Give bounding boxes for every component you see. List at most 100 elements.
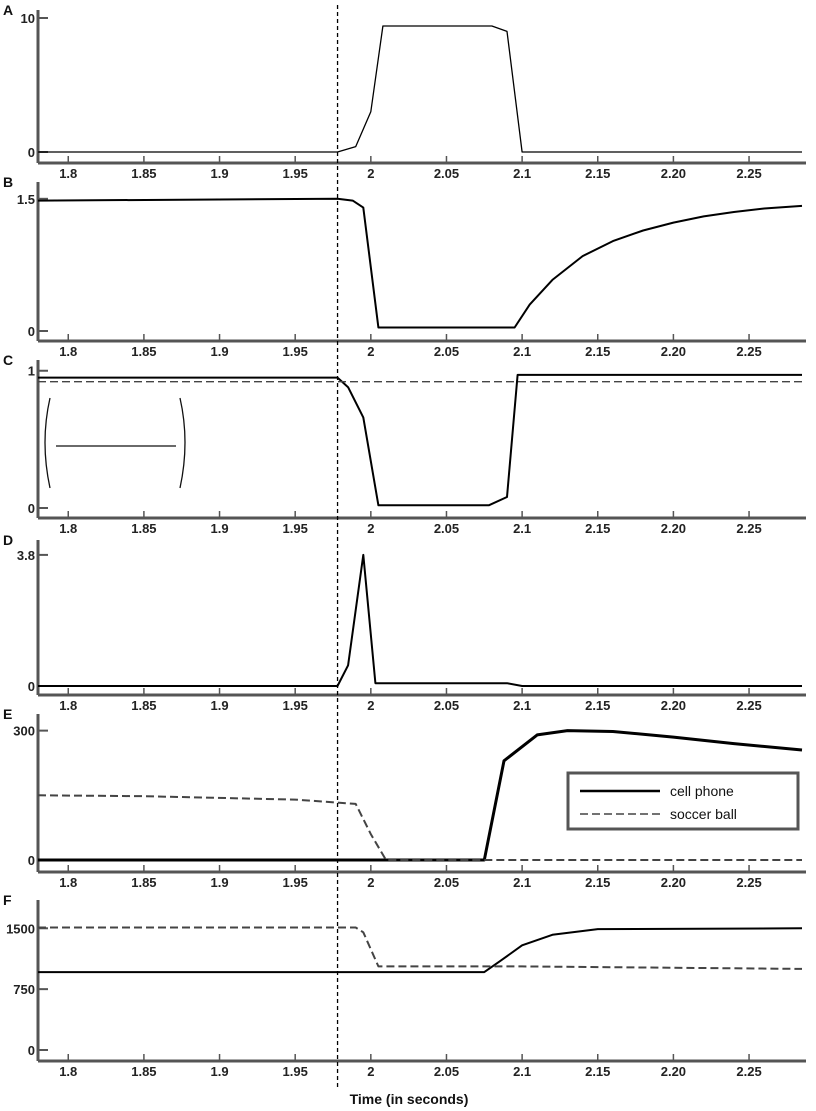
panel-e-x-tick-label: 2.1 (513, 875, 531, 890)
panel-d-y-tick-label: 0 (28, 679, 35, 694)
panel-d-x-tick-label: 2.25 (736, 698, 761, 713)
panel-a: A 1.8 1.85 1.9 1.95 2 2.05 2.1 2.15 2.20 2.25 0 10 (3, 2, 806, 181)
panel-a-x-tick-label: 1.9 (211, 166, 229, 181)
panel-b-y-tick-label: 0 (28, 324, 35, 339)
legend-label-soccer-ball: soccer ball (670, 806, 737, 822)
panel-b-x-tick-label: 2.05 (434, 344, 459, 359)
panel-f-x-tick-label: 1.8 (59, 1064, 77, 1079)
panel-b-x-tick-label: 2 (367, 344, 374, 359)
panel-e: E 1.8 1.85 1.9 1.95 2 2.05 2.1 2.15 2.20 2.25 0 300 (3, 706, 806, 890)
panel-a-x-tick-label: 2.25 (736, 166, 761, 181)
panel-b-x-tick-label: 1.8 (59, 344, 77, 359)
panel-a-x-tick-label: 2.1 (513, 166, 531, 181)
panel-d-x-tick-label: 2.20 (661, 698, 686, 713)
panel-c-x-tick-label: 1.9 (211, 521, 229, 536)
panel-d-x-tick-label: 2 (367, 698, 374, 713)
panel-e-x-tick-label: 1.9 (211, 875, 229, 890)
panel-d-x-tick-label: 1.9 (211, 698, 229, 713)
panel-c-x-tick-label: 1.85 (131, 521, 156, 536)
panel-f-y-tick-label: 750 (13, 982, 35, 997)
panel-e-y-tick-label: 300 (13, 724, 35, 739)
panel-c-label (44, 397, 186, 489)
panel-d-series-line (38, 553, 802, 687)
panel-b-x-tick-label: 1.9 (211, 344, 229, 359)
panel-a-x-tick-label: 2.15 (585, 166, 610, 181)
panel-b-letter: B (3, 174, 13, 190)
panel-e-x-tick-label: 1.8 (59, 875, 77, 890)
panel-c-x-tick-label: 1.95 (283, 521, 308, 536)
panel-f-x-tick-label: 2.1 (513, 1064, 531, 1079)
panel-d-x-tick-label: 1.85 (131, 698, 156, 713)
panel-c-x-tick-label: 2.15 (585, 521, 610, 536)
panel-b-x-tick-label: 1.85 (131, 344, 156, 359)
panel-a-x-tick-label: 1.85 (131, 166, 156, 181)
panel-b-x-tick-label: 2.20 (661, 344, 686, 359)
panel-f-x-tick-label: 2.20 (661, 1064, 686, 1079)
panel-a-x-tick-label: 2 (367, 166, 374, 181)
panel-f-letter: F (3, 892, 12, 908)
panel-a-letter: A (3, 2, 13, 18)
panel-f-x-tick-label: 1.95 (283, 1064, 308, 1079)
panel-b-x-tick-label: 2.15 (585, 344, 610, 359)
panel-c-x-tick-label: 1.8 (59, 521, 77, 536)
panel-e-x-tick-label: 2 (367, 875, 374, 890)
panel-a-x-tick-label: 2.20 (661, 166, 686, 181)
legend-label-cell-phone: cell phone (670, 783, 734, 799)
panel-f-x-tick-label: 1.9 (211, 1064, 229, 1079)
panel-c-x-tick-label: 2.05 (434, 521, 459, 536)
panel-e-x-tick-label: 2.20 (661, 875, 686, 890)
panel-b: B 1.8 1.85 1.9 1.95 2 2.05 2.1 2.15 2.20 2.25 0 1.5 (3, 174, 806, 359)
panel-c-letter: C (3, 352, 13, 368)
panel-a-y-tick-label: 10 (21, 11, 35, 26)
panel-a-series-line (38, 25, 802, 153)
panel-c-x-tick-label: 2.20 (661, 521, 686, 536)
panel-e-letter: E (3, 706, 12, 722)
panel-e-y-tick-label: 0 (28, 853, 35, 868)
panel-f-y-tick-label: 1500 (6, 921, 35, 936)
panel-f-x-tick-label: 2 (367, 1064, 374, 1079)
panel-b-x-tick-label: 2.25 (736, 344, 761, 359)
panel-a-x-tick-label: 1.95 (283, 166, 308, 181)
panel-f-x-tick-label: 2.15 (585, 1064, 610, 1079)
panel-c-series-line (38, 373, 802, 507)
panel-f-x-tick-label: 2.05 (434, 1064, 459, 1079)
panel-d-x-tick-label: 1.95 (283, 698, 308, 713)
panel-c: C 1.8 1.85 1.9 1.95 2 2.05 2.1 2.15 2.20 2.25 0 1 (3, 352, 806, 536)
panel-f-y-tick-label: 0 (28, 1043, 35, 1058)
panel-a-x-tick-label: 2.05 (434, 166, 459, 181)
panel-c-x-tick-label: 2.1 (513, 521, 531, 536)
panel-f: F 1.8 1.85 1.9 1.95 2 2.05 2.1 2.15 2.20 2.25 0 750 1… (3, 892, 806, 1079)
panel-a-y-tick-label: 0 (28, 145, 35, 160)
panel-e-x-tick-label: 2.15 (585, 875, 610, 890)
panel-f-series-soccer-ball (38, 926, 803, 970)
panel-c-y-tick-label: 0 (28, 501, 35, 516)
panel-c-x-tick-label: 2.25 (736, 521, 761, 536)
x-axis-label: Time (in seconds) (350, 1091, 469, 1107)
panel-c-paren-right (179, 397, 186, 489)
panel-b-x-tick-label: 1.95 (283, 344, 308, 359)
panel-b-x-tick-label: 2.1 (513, 344, 531, 359)
panel-f-x-tick-label: 1.85 (131, 1064, 156, 1079)
panel-e-x-tick-label: 2.25 (736, 875, 761, 890)
panel-c-paren-left (44, 397, 51, 489)
panel-e-x-tick-label: 1.85 (131, 875, 156, 890)
panel-b-y-tick-label: 1.5 (17, 192, 35, 207)
panel-d-y-tick-label: 3.8 (17, 548, 35, 563)
panels: A1.8 1.85 1.9 1.95 2 2.05 2.1 2.15 2.20 2.25010B1… (3, 2, 806, 1079)
panel-c-x-tick-label: 2 (367, 521, 374, 536)
panel-e-series-cell-phone (38, 729, 803, 862)
panel-a-x-tick-label: 1.8 (59, 166, 77, 181)
panel-f-series-cell-phone (38, 927, 803, 974)
panel-e-series-soccer-ball (37, 794, 802, 861)
panel-d-x-tick-label: 1.8 (59, 698, 77, 713)
panel-d-x-tick-label: 2.1 (513, 698, 531, 713)
panel-d-x-tick-label: 2.05 (434, 698, 459, 713)
panel-d-x-tick-label: 2.15 (585, 698, 610, 713)
legend-box (566, 771, 800, 831)
panel-d-letter: D (3, 532, 13, 548)
panel-e-x-tick-label: 1.95 (283, 875, 308, 890)
panel-e-x-tick-label: 2.05 (434, 875, 459, 890)
legend: cell phone soccer ball (566, 771, 800, 831)
panel-f-x-tick-label: 2.25 (736, 1064, 761, 1079)
